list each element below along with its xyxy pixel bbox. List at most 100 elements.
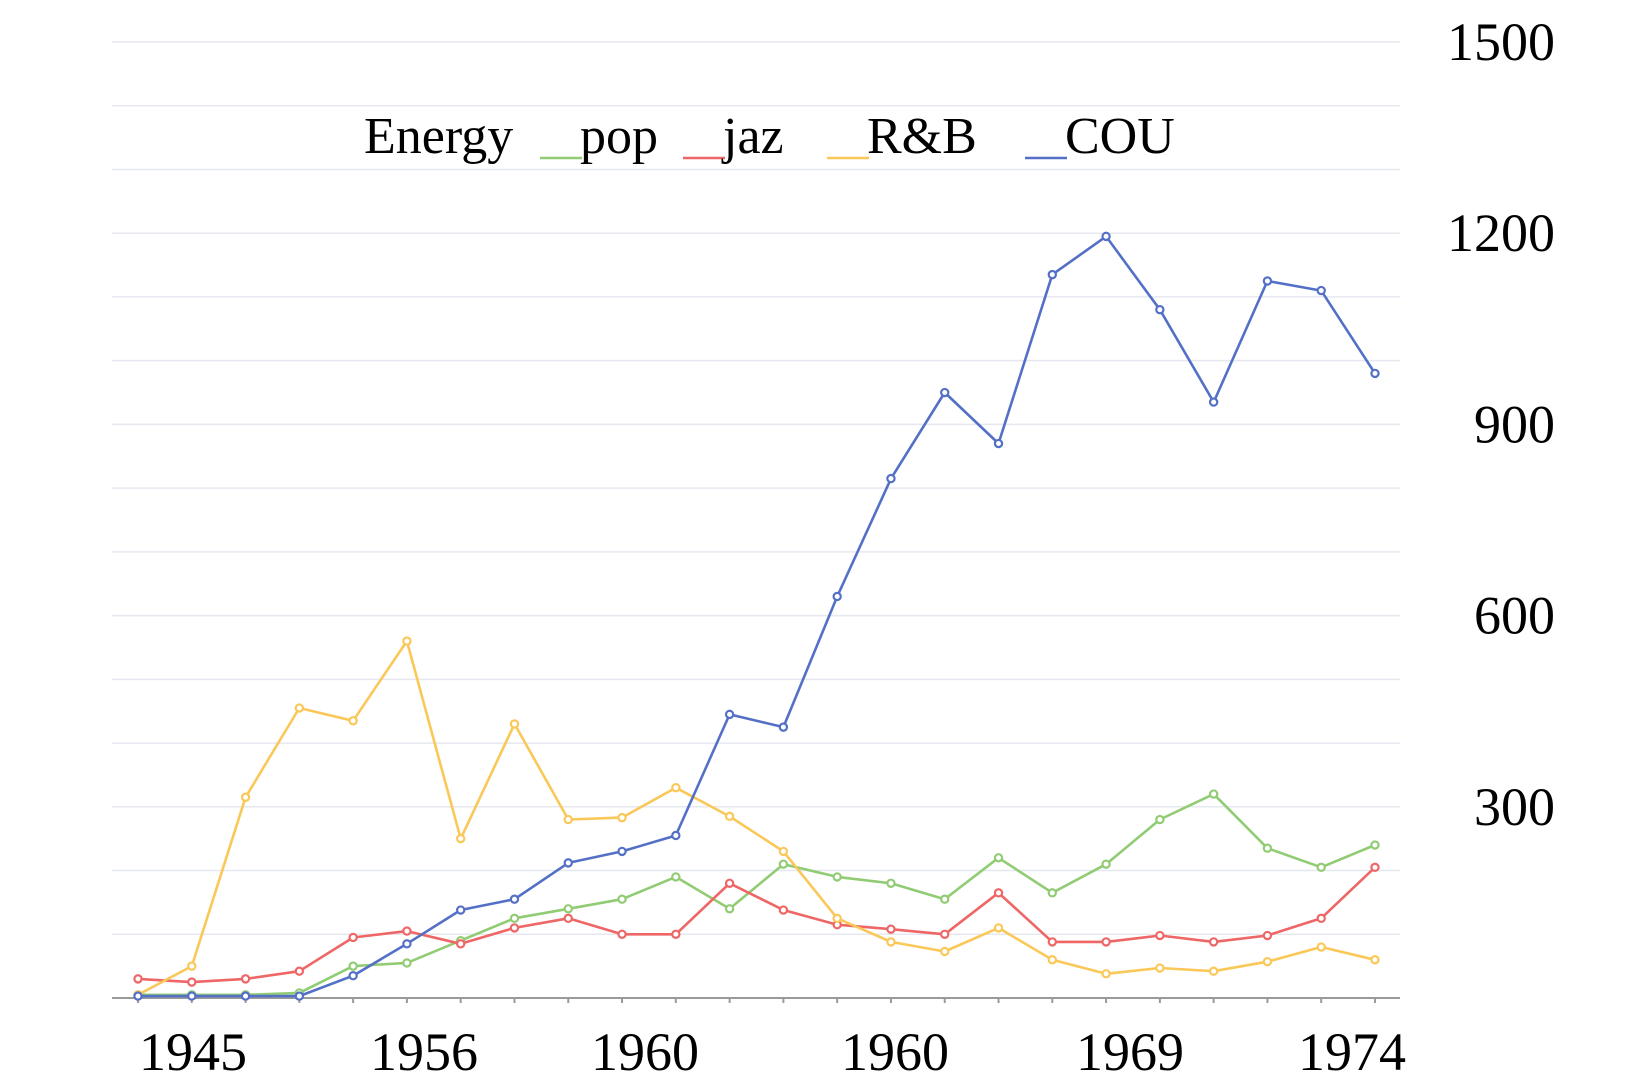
series-pop bbox=[133, 789, 1380, 1000]
data-point-pop bbox=[1047, 888, 1058, 898]
series-r-b bbox=[133, 636, 1380, 1000]
legend-item-r-b: R&B bbox=[827, 108, 977, 165]
data-point-jaz bbox=[1047, 937, 1058, 947]
x-tick-label: 1960 bbox=[841, 1022, 949, 1077]
data-point-pop bbox=[832, 872, 842, 882]
data-point-pop bbox=[940, 894, 950, 904]
data-point-jaz bbox=[509, 923, 520, 933]
data-point-cou bbox=[1101, 231, 1111, 242]
legend-title: Energy bbox=[364, 108, 513, 165]
data-point-r-b bbox=[1262, 956, 1273, 967]
grid-lines bbox=[112, 41, 1400, 936]
data-point-pop bbox=[993, 853, 1004, 863]
data-point-r-b bbox=[348, 716, 358, 726]
legend-item-jaz: jaz bbox=[683, 108, 784, 165]
data-point-r-b bbox=[1208, 966, 1219, 976]
data-point-pop bbox=[671, 872, 681, 882]
data-point-jaz bbox=[240, 974, 251, 984]
data-point-jaz bbox=[1316, 913, 1326, 924]
x-axis-labels: 1945 1956 1960 1960 1969 1974 bbox=[139, 1022, 1406, 1077]
data-point-cou bbox=[1316, 285, 1326, 296]
y-tick-label: 300 bbox=[1474, 777, 1555, 837]
data-point-pop bbox=[509, 913, 520, 924]
data-point-cou bbox=[509, 894, 520, 904]
series-line-jaz bbox=[137, 866, 1376, 984]
data-point-r-b bbox=[1047, 955, 1058, 965]
legend-item-pop: pop bbox=[540, 108, 658, 165]
series-cou bbox=[133, 231, 1380, 1001]
data-point-pop bbox=[1262, 843, 1273, 853]
series-line-r-b bbox=[137, 639, 1376, 996]
data-point-pop bbox=[1208, 789, 1219, 799]
data-point-jaz bbox=[993, 888, 1004, 898]
data-point-cou bbox=[133, 991, 143, 1001]
data-point-cou bbox=[455, 905, 466, 915]
series-group bbox=[133, 231, 1380, 1001]
data-point-pop bbox=[1101, 859, 1111, 869]
data-point-r-b bbox=[1155, 963, 1165, 973]
data-point-r-b bbox=[886, 937, 896, 947]
x-tick-label: 1945 bbox=[139, 1022, 247, 1077]
data-point-cou bbox=[1262, 276, 1273, 286]
data-point-r-b bbox=[294, 703, 305, 713]
data-point-jaz bbox=[133, 974, 143, 984]
x-tick-label: 1974 bbox=[1298, 1022, 1406, 1077]
data-point-pop bbox=[1155, 814, 1165, 825]
data-point-cou bbox=[1047, 269, 1058, 280]
data-point-jaz bbox=[1208, 937, 1219, 947]
data-point-cou bbox=[240, 991, 251, 1001]
y-tick-label: 900 bbox=[1474, 394, 1555, 454]
data-point-pop bbox=[348, 961, 358, 971]
data-point-r-b bbox=[1316, 942, 1326, 952]
y-tick-label: 1200 bbox=[1447, 203, 1555, 263]
data-point-cou bbox=[617, 846, 627, 857]
data-point-cou bbox=[724, 709, 735, 720]
data-point-r-b bbox=[778, 846, 789, 857]
data-point-cou bbox=[886, 473, 896, 484]
data-point-r-b bbox=[671, 782, 681, 793]
data-point-jaz bbox=[455, 939, 466, 949]
legend-label-r-b: R&B bbox=[867, 108, 977, 165]
data-point-jaz bbox=[1101, 937, 1111, 947]
y-tick-label: 600 bbox=[1474, 586, 1555, 646]
series-line-cou bbox=[138, 235, 1377, 998]
y-tick-label: 1500 bbox=[1447, 12, 1555, 72]
data-point-jaz bbox=[294, 966, 305, 976]
legend-item-cou: COU bbox=[1025, 108, 1175, 165]
data-point-r-b bbox=[617, 812, 627, 823]
data-point-cou bbox=[778, 722, 789, 732]
data-point-pop bbox=[1316, 862, 1326, 873]
data-point-jaz bbox=[402, 926, 412, 936]
series-line-pop bbox=[138, 792, 1376, 997]
x-tick-label: 1960 bbox=[591, 1022, 699, 1077]
data-point-cou bbox=[402, 939, 412, 949]
data-point-jaz bbox=[1155, 930, 1165, 941]
data-point-jaz bbox=[778, 905, 789, 915]
data-point-jaz bbox=[1370, 862, 1380, 873]
legend-label-pop: pop bbox=[580, 108, 658, 165]
data-point-r-b bbox=[187, 961, 197, 971]
data-point-cou bbox=[1155, 304, 1165, 315]
data-point-pop bbox=[563, 904, 573, 914]
data-point-pop bbox=[617, 894, 627, 904]
data-point-jaz bbox=[563, 913, 573, 924]
data-point-jaz bbox=[1262, 930, 1273, 941]
data-point-pop bbox=[724, 904, 735, 914]
data-point-cou bbox=[563, 858, 573, 868]
data-point-cou bbox=[187, 991, 197, 1001]
series-jaz bbox=[133, 862, 1380, 987]
data-point-pop bbox=[402, 958, 412, 968]
data-point-r-b bbox=[455, 833, 466, 844]
data-point-cou bbox=[940, 387, 950, 398]
data-point-r-b bbox=[832, 913, 842, 924]
data-point-r-b bbox=[563, 814, 573, 825]
data-point-pop bbox=[778, 859, 789, 869]
data-point-jaz bbox=[617, 929, 627, 939]
data-point-jaz bbox=[187, 977, 197, 987]
x-tick-label: 1956 bbox=[370, 1022, 478, 1077]
data-point-r-b bbox=[240, 792, 251, 802]
data-point-jaz bbox=[940, 929, 950, 939]
data-point-cou bbox=[348, 970, 358, 981]
